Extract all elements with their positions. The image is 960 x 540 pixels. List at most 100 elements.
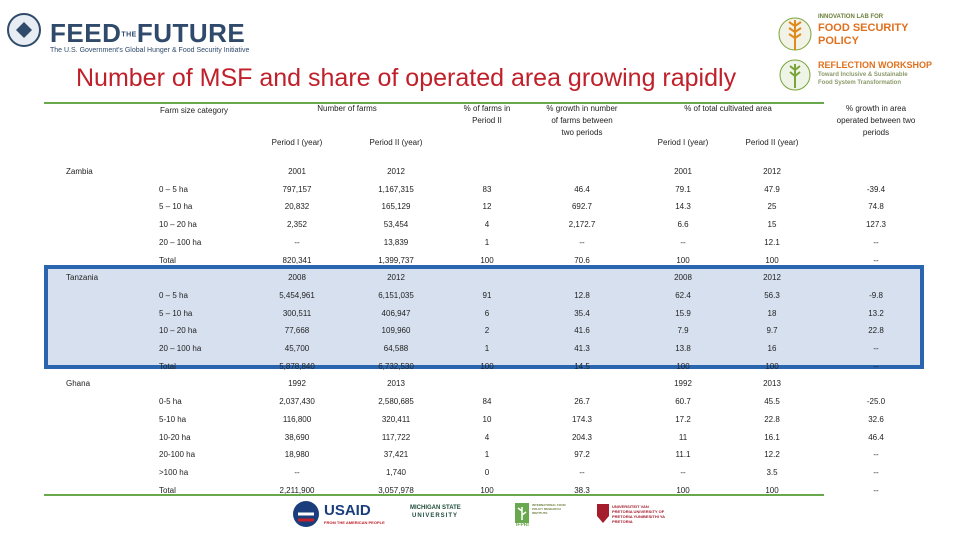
tanzania-table-cell: 9.7 — [766, 326, 778, 336]
tanzania-table-cell: 13.2 — [868, 308, 884, 318]
zambia-table-cell: 4 — [484, 220, 490, 230]
zambia-table-cell: 2,172.7 — [568, 220, 596, 230]
ghana-table-cell: 204.3 — [571, 432, 593, 442]
tanzania-table-cell: 14.5 — [574, 361, 590, 371]
ghana-table-cell: 100 — [480, 485, 494, 495]
zambia-table-cell: 74.8 — [868, 202, 884, 212]
zambia-table-cell: -- — [579, 237, 585, 247]
zambia-table-cell: 165,129 — [381, 202, 411, 212]
lab-line3: POLICY — [818, 35, 859, 47]
ghana-table-cell: 100 — [676, 485, 690, 495]
tanzania-table-cell: 2 — [484, 326, 490, 336]
bottom-divider — [44, 494, 824, 496]
zambia-table-cell: -- — [873, 237, 879, 247]
ghana-table-cell: 11.1 — [675, 450, 691, 460]
zambia-table-cell: 797,157 — [282, 184, 312, 194]
ghana-table-cell: -- — [873, 467, 879, 477]
ghana-table-cell: 46.4 — [868, 432, 884, 442]
zambia-table-cell: 100 — [765, 255, 779, 265]
feed-the-future-logo: FEEDTHEFUTURE The U.S. Government's Glob… — [6, 10, 249, 54]
ghana-table-cell: -- — [680, 467, 686, 477]
msu-logo: MICHIGAN STATE UNIVERSITY — [410, 505, 480, 525]
zambia-table-cell: 13,839 — [383, 237, 409, 247]
tanzania-table-cell: 406,947 — [381, 308, 411, 318]
header-growth-area: % growth in area operated between two pe… — [836, 104, 916, 137]
tanzania-table-cell: -- — [873, 344, 879, 353]
zambia-table-cell: 70.6 — [574, 255, 590, 265]
tanzania-year-period1: 2008 — [288, 273, 306, 283]
zambia-row-label: 10 – 20 ha — [159, 220, 197, 230]
tanzania-year-period1-area: 2008 — [674, 273, 692, 283]
ghana-table-cell: 16.1 — [764, 432, 780, 442]
tanzania-table-cell: 100 — [676, 361, 690, 371]
tanzania-table-cell: 22.8 — [868, 326, 884, 336]
header-period1-area: Period I (year) — [657, 138, 709, 147]
zambia-table-cell: 20,832 — [284, 202, 310, 212]
zambia-table-cell: 6.6 — [677, 220, 689, 230]
ghana-table-cell: 38,690 — [284, 432, 310, 442]
zambia-table-cell: -- — [873, 255, 879, 265]
zambia-table-cell: 47.9 — [764, 184, 780, 194]
header-period2: Period II (year) — [369, 138, 423, 147]
pretoria-logo: UNIVERSITEIT VAN PRETORIA UNIVERSITY OF … — [596, 502, 668, 528]
zambia-year-period2-area: 2012 — [763, 167, 781, 176]
zambia-row-label: 20 – 100 ha — [159, 237, 202, 247]
ghana-table-cell: 22.8 — [764, 414, 780, 424]
zambia-table-cell: 79.1 — [675, 184, 691, 194]
header-num-farms: Number of farms — [317, 104, 377, 113]
tanzania-table-cell: 41.3 — [574, 344, 590, 353]
ifpri-sub: INTERNATIONAL FOOD POLICY RESEARCH INSTI… — [532, 503, 566, 515]
zambia-year-period1-area: 2001 — [674, 167, 692, 176]
ifpri-text: IFPRI — [516, 522, 529, 528]
title-divider — [44, 102, 824, 104]
tanzania-table-cell: 6,732,530 — [378, 361, 414, 371]
ghana-table-cell: -25.0 — [866, 397, 886, 407]
zambia-table-cell: 100 — [480, 255, 494, 265]
zambia-table-cell: 1,167,315 — [378, 184, 414, 194]
ghana-table-cell: 3.5 — [766, 467, 778, 477]
leaf-icon — [779, 59, 811, 91]
ghana-table-cell: 11 — [678, 432, 688, 442]
tanzania-table-cell: 91 — [482, 290, 492, 300]
ghana-table-cell: 0 — [484, 467, 490, 477]
tanzania-table-cell: 300,511 — [282, 308, 312, 318]
tanzania-row-label: Total — [159, 361, 176, 371]
ghana-table-cell: 10 — [482, 414, 492, 424]
zambia-table-cell: 12.1 — [764, 237, 780, 247]
ghana-table-cell: 97.2 — [574, 450, 590, 460]
ghana-table-cell: 2,037,430 — [279, 397, 315, 407]
zambia-row-label: Total — [159, 255, 176, 265]
tanzania-table-cell: 56.3 — [764, 290, 780, 300]
header-pct-farms: % of farms in Period II — [463, 104, 511, 125]
zambia-table-cell: 1,399,737 — [378, 255, 414, 265]
header-category: Farm size category — [160, 106, 229, 115]
ghana-table-cell: 174.3 — [571, 414, 593, 424]
tanzania-table-cell: 35.4 — [574, 308, 590, 318]
ghana-table-cell: 117,722 — [381, 432, 411, 442]
zambia-table-cell: 14.3 — [675, 202, 691, 212]
zambia-row-label: 5 – 10 ha — [159, 202, 193, 212]
slide-title: Number of MSF and share of operated area… — [76, 64, 737, 92]
ghana-table-cell: 84 — [482, 397, 492, 407]
reflection-workshop-logo: REFLECTION WORKSHOP Toward Inclusive & S… — [778, 58, 958, 94]
ghana-table-cell: -- — [579, 467, 585, 477]
zambia-table-cell: 53,454 — [383, 220, 409, 230]
tanzania-year-period2: 2012 — [387, 273, 405, 283]
tanzania-table-cell: 1 — [484, 344, 490, 353]
tanzania-table-cell: 18 — [767, 308, 777, 318]
msu-line1: MICHIGAN STATE — [410, 505, 461, 511]
tanzania-table-cell: 109,960 — [381, 326, 411, 336]
pretoria-crest-icon — [597, 504, 609, 523]
usaid-text: USAID — [324, 502, 371, 519]
ghana-table-cell: 37,421 — [383, 450, 409, 460]
tanzania-table-cell: 62.4 — [675, 290, 691, 300]
ghana-year-period2: 2013 — [387, 379, 405, 389]
ghana-table-cell: 60.7 — [675, 397, 691, 407]
ghana-table-cell: 100 — [765, 485, 779, 495]
ghana-year-period1-area: 1992 — [674, 379, 692, 389]
zambia-table-cell: 2,352 — [286, 220, 308, 230]
tanzania-table-cell: 45,700 — [284, 344, 310, 353]
usaid-logo: USAID FROM THE AMERICAN PEOPLE — [292, 500, 385, 530]
zambia-year-period2: 2012 — [387, 167, 405, 176]
msu-line2: UNIVERSITY — [412, 513, 459, 519]
